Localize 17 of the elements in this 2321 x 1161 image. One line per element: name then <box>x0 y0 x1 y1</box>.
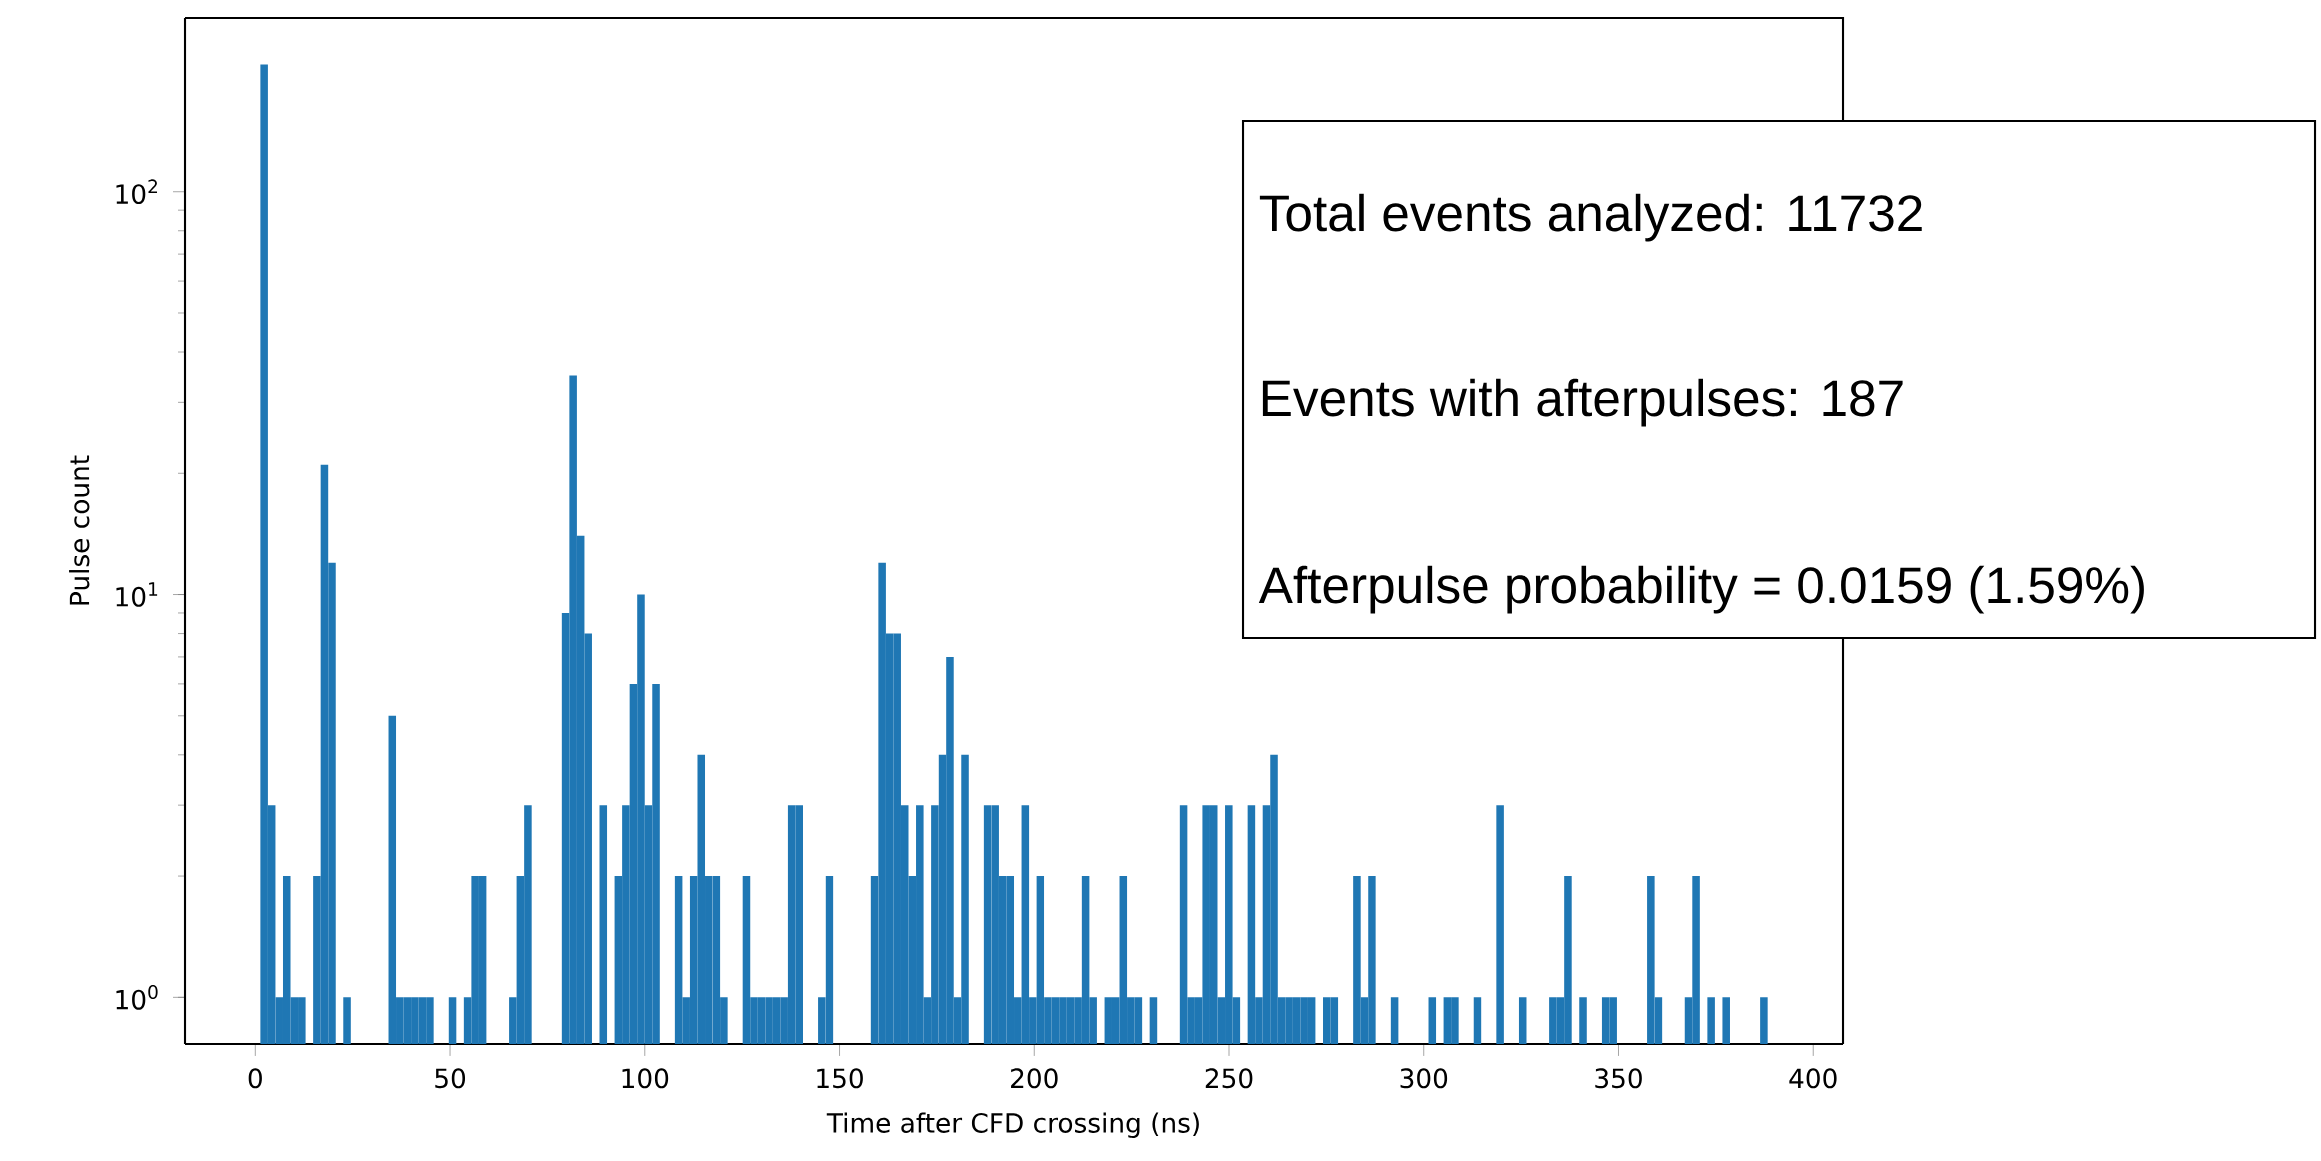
x-tick-label: 300 <box>1400 1068 1448 1089</box>
x-axis-title: Time after CFD crossing (ns) <box>826 1112 1199 1138</box>
annotation: Afterpulse probability = 0.0159 (1.59%) <box>1258 565 2144 614</box>
y-axis-title: Pulse count <box>69 455 90 605</box>
x-tick-label: 50 <box>435 1068 466 1089</box>
x-tick-label: 0 <box>248 1068 262 1089</box>
x-tick-label: 350 <box>1595 1068 1642 1089</box>
x-tick-label: 250 <box>1205 1068 1253 1089</box>
x-tick-label: 150 <box>817 1068 863 1089</box>
annotation: Events with afterpulses: 187 <box>1262 378 1903 427</box>
x-tick-label: 100 <box>622 1068 669 1089</box>
y-tick-label: 10$^{1}$ <box>116 582 158 607</box>
y-tick-label: 10$^{2}$ <box>116 179 158 205</box>
x-tick-label: 400 <box>1789 1068 1837 1089</box>
y-tick-label: 10$^{0}$ <box>116 984 158 1010</box>
x-tick-label: 200 <box>1011 1068 1058 1089</box>
annotation: Total events analyzed: 11732 <box>1259 193 1922 242</box>
